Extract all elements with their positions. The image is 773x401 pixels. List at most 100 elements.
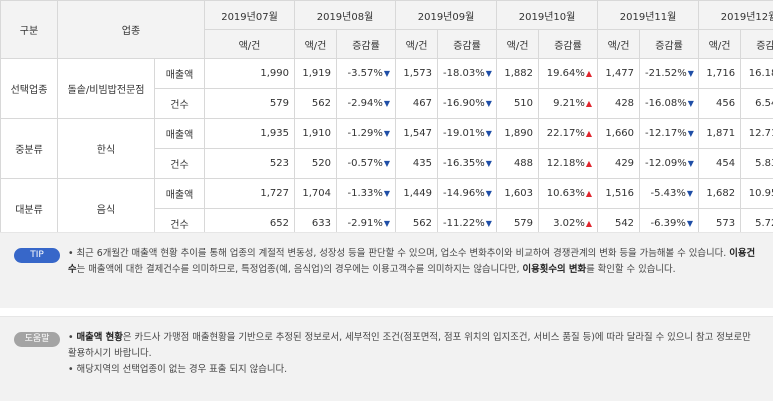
row-industry: 한식 (58, 119, 155, 179)
header-amount: 액/건 (598, 30, 640, 59)
arrow-up-icon: ▲ (586, 69, 592, 78)
header-month: 2019년08월 (295, 1, 396, 30)
arrow-up-icon: ▲ (586, 129, 592, 138)
header-month: 2019년09월 (396, 1, 497, 30)
help-badge: 도움말 (14, 332, 60, 347)
cell-value: 1,716 (699, 59, 741, 89)
help-box: 도움말 • 매출액 현황은 카드사 가맹점 매출현황을 기반으로 추정된 정보로… (0, 316, 773, 401)
cell-change: 6.54%▲ (741, 89, 773, 119)
cell-change: 19.64%▲ (539, 59, 598, 89)
row-industry: 음식 (58, 179, 155, 239)
cell-value: 1,660 (598, 119, 640, 149)
header-change: 증감률 (640, 30, 699, 59)
arrow-down-icon: ▼ (384, 189, 390, 198)
cell-value: 456 (699, 89, 741, 119)
cell-value: 1,516 (598, 179, 640, 209)
cell-change: -1.33%▼ (337, 179, 396, 209)
cell-value: 520 (295, 149, 337, 179)
arrow-down-icon: ▼ (384, 159, 390, 168)
arrow-down-icon: ▼ (486, 189, 492, 198)
arrow-down-icon: ▼ (486, 99, 492, 108)
cell-value: 467 (396, 89, 438, 119)
arrow-up-icon: ▲ (586, 189, 592, 198)
arrow-down-icon: ▼ (687, 219, 693, 228)
tip-badge: TIP (14, 248, 60, 263)
cell-change: -12.17%▼ (640, 119, 699, 149)
arrow-down-icon: ▼ (486, 159, 492, 168)
cell-value: 579 (205, 89, 295, 119)
cell-value: 1,871 (699, 119, 741, 149)
row-industry: 돌솥/비빔밥전문점 (58, 59, 155, 119)
cell-value: 1,882 (497, 59, 539, 89)
cell-value: 428 (598, 89, 640, 119)
tip-box: TIP • 최근 6개월간 매출액 현황 추이를 통해 업종의 계절적 변동성,… (0, 232, 773, 308)
tip-text: • 최근 6개월간 매출액 현황 추이를 통해 업종의 계절적 변동성, 성장성… (68, 246, 759, 278)
row-metric-label: 건수 (155, 149, 205, 179)
help-text: • 매출액 현황은 카드사 가맹점 매출현황을 기반으로 추정된 정보로서, 세… (68, 330, 759, 378)
header-change: 증감률 (438, 30, 497, 59)
cell-value: 1,910 (295, 119, 337, 149)
header-change: 증감률 (337, 30, 396, 59)
cell-value: 454 (699, 149, 741, 179)
cell-change: 16.18%▲ (741, 59, 773, 89)
row-metric-label: 건수 (155, 89, 205, 119)
arrow-down-icon: ▼ (687, 189, 693, 198)
cell-value: 1,573 (396, 59, 438, 89)
cell-change: -18.03%▼ (438, 59, 497, 89)
cell-value: 510 (497, 89, 539, 119)
cell-change: -21.52%▼ (640, 59, 699, 89)
cell-value: 1,477 (598, 59, 640, 89)
cell-value: 1,603 (497, 179, 539, 209)
header-month: 2019년07월 (205, 1, 295, 30)
row-category: 중분류 (1, 119, 58, 179)
header-month: 2019년11월 (598, 1, 699, 30)
arrow-up-icon: ▲ (586, 99, 592, 108)
arrow-up-icon: ▲ (586, 219, 592, 228)
cell-value: 1,449 (396, 179, 438, 209)
cell-value: 435 (396, 149, 438, 179)
row-category: 선택업종 (1, 59, 58, 119)
cell-change: -0.57%▼ (337, 149, 396, 179)
cell-change: -16.35%▼ (438, 149, 497, 179)
header-month: 2019년10월 (497, 1, 598, 30)
cell-change: -5.43%▼ (640, 179, 699, 209)
arrow-down-icon: ▼ (688, 129, 694, 138)
row-metric-label: 매출액 (155, 59, 205, 89)
cell-value: 523 (205, 149, 295, 179)
cell-value: 1,935 (205, 119, 295, 149)
cell-value: 1,547 (396, 119, 438, 149)
header-change: 증감률 (539, 30, 598, 59)
row-metric-label: 매출액 (155, 119, 205, 149)
cell-value: 1,990 (205, 59, 295, 89)
cell-change: 9.21%▲ (539, 89, 598, 119)
arrow-down-icon: ▼ (384, 99, 390, 108)
cell-change: -16.08%▼ (640, 89, 699, 119)
cell-change: -14.96%▼ (438, 179, 497, 209)
arrow-down-icon: ▼ (688, 159, 694, 168)
cell-change: 12.18%▲ (539, 149, 598, 179)
header-change: 증감률 (741, 30, 773, 59)
arrow-down-icon: ▼ (384, 219, 390, 228)
cell-change: -2.94%▼ (337, 89, 396, 119)
sales-trend-table: 구분 업종 2019년07월 2019년08월 2019년09월 2019년10… (0, 0, 773, 239)
cell-change: -12.09%▼ (640, 149, 699, 179)
header-amount: 액/건 (497, 30, 539, 59)
arrow-down-icon: ▼ (688, 99, 694, 108)
header-category: 구분 (1, 1, 58, 59)
header-industry: 업종 (58, 1, 205, 59)
arrow-down-icon: ▼ (688, 69, 694, 78)
cell-value: 562 (295, 89, 337, 119)
arrow-up-icon: ▲ (586, 159, 592, 168)
cell-change: -1.29%▼ (337, 119, 396, 149)
arrow-down-icon: ▼ (384, 129, 390, 138)
arrow-down-icon: ▼ (384, 69, 390, 78)
arrow-down-icon: ▼ (486, 219, 492, 228)
row-metric-label: 매출액 (155, 179, 205, 209)
header-amount: 액/건 (699, 30, 741, 59)
row-category: 대분류 (1, 179, 58, 239)
cell-value: 1,682 (699, 179, 741, 209)
arrow-down-icon: ▼ (486, 69, 492, 78)
